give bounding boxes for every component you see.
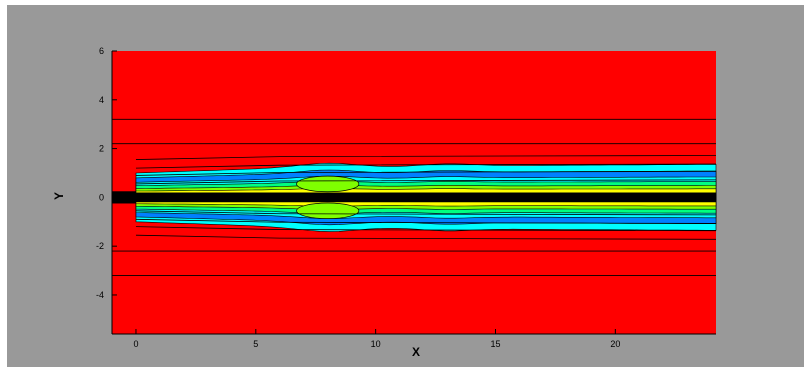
streamline xyxy=(135,170,717,176)
x-tick-label: 15 xyxy=(490,339,500,349)
y-tick-label: 6 xyxy=(99,46,104,56)
streamline xyxy=(135,234,717,240)
streamline xyxy=(135,155,717,160)
streamline xyxy=(135,226,717,232)
x-tick-label: 20 xyxy=(610,339,620,349)
x-tick-label: 10 xyxy=(371,339,381,349)
y-tick-label: 0 xyxy=(99,192,104,202)
streamline xyxy=(135,179,717,185)
inlet-nozzle xyxy=(112,191,136,204)
streamline xyxy=(135,163,717,169)
x-tick-label: 0 xyxy=(133,339,138,349)
vortex-upper xyxy=(296,175,360,193)
x-tick-label: 5 xyxy=(253,339,258,349)
x-axis-title: X xyxy=(412,345,420,359)
streamline xyxy=(135,210,717,216)
jet-core xyxy=(112,192,716,203)
vortex-lower xyxy=(296,202,360,219)
y-tick-label: 2 xyxy=(99,144,104,154)
y-axis-title: Y xyxy=(52,192,66,200)
streamline xyxy=(135,218,717,224)
contour-field xyxy=(112,51,717,334)
y-tick-label: -4 xyxy=(96,290,104,300)
y-tick-label: -2 xyxy=(96,241,104,251)
y-tick-label: 4 xyxy=(99,95,104,105)
